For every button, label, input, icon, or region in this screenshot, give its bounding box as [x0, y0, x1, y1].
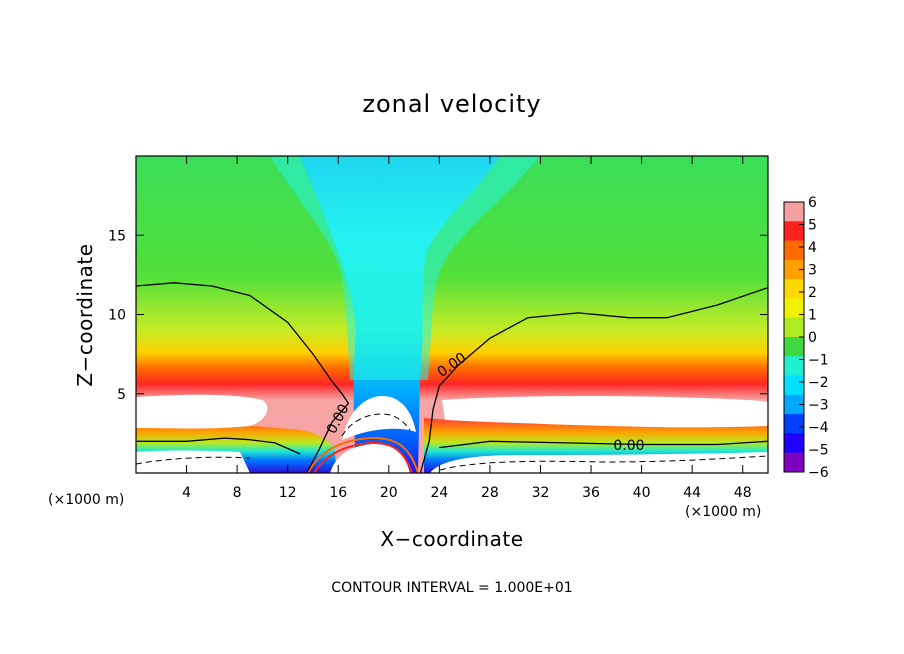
- colorbar-label: −5: [808, 443, 829, 459]
- colorbar-swatch: [784, 337, 804, 357]
- x-unit-left: (×1000 m): [48, 492, 124, 508]
- x-tick-label: 8: [233, 485, 242, 501]
- y-tick-label: 15: [108, 228, 126, 244]
- plume-halo: [270, 156, 540, 380]
- zero-contours: [136, 282, 768, 473]
- chart-title: zonal velocity: [362, 90, 541, 118]
- y-axis-label: Z−coordinate: [73, 243, 97, 386]
- colorbar-swatch: [784, 414, 804, 434]
- zero-contour-lower-right: [439, 440, 768, 449]
- colorbar-label: −3: [808, 398, 829, 414]
- colorbar-label: −6: [808, 465, 829, 481]
- negative-contour-left: [136, 456, 251, 465]
- saturated-region-bottom-right: [430, 452, 768, 473]
- colorbar-label: 4: [808, 240, 817, 256]
- x-tick-label: 32: [532, 485, 550, 501]
- contour-label: 0.00: [613, 438, 644, 454]
- colorbar-swatch: [784, 221, 804, 242]
- colorbar-swatch: [784, 394, 804, 415]
- negative-contour-right: [439, 455, 768, 471]
- zero-contour-lower-left: [136, 437, 301, 455]
- surface-arc: [307, 436, 419, 473]
- saturated-region-center: [342, 396, 416, 440]
- colorbar-swatch: [784, 375, 804, 396]
- x-tick-label: 28: [481, 485, 499, 501]
- zero-contour-upper-right: [419, 286, 768, 473]
- colorbar-swatch: [784, 240, 804, 261]
- y-axis-ticks: 5 10 15: [108, 228, 768, 403]
- saturated-region-right: [442, 395, 768, 428]
- colorbar-label: 0: [808, 330, 817, 346]
- colorbar-label: −2: [808, 375, 829, 391]
- colorbar-label: 1: [808, 308, 817, 324]
- x-axis-label: X−coordinate: [380, 527, 523, 551]
- colorbar-label: 2: [808, 285, 817, 301]
- surface-arc-inner: [313, 441, 413, 473]
- x-unit-right: (×1000 m): [685, 504, 761, 520]
- contour-interval-note: CONTOUR INTERVAL = 1.000E+01: [331, 580, 572, 596]
- x-tick-label: 20: [380, 485, 398, 501]
- colorbar-swatch: [784, 279, 804, 299]
- colorbar-label: 5: [808, 218, 817, 234]
- zero-contour-upper: [136, 282, 350, 473]
- x-tick-label: 24: [430, 485, 448, 501]
- x-tick-label: 36: [582, 485, 600, 501]
- negative-contour-center: [341, 413, 411, 437]
- saturated-region-bottom-center: [330, 444, 410, 473]
- x-tick-label: 40: [633, 485, 651, 501]
- colorbar-swatch: [784, 433, 804, 454]
- colorbar-label: −1: [808, 353, 829, 369]
- colorbar-label: 6: [808, 195, 817, 211]
- x-tick-label: 12: [279, 485, 297, 501]
- colorbar-swatch: [784, 298, 804, 319]
- saturated-region-bottom: [136, 450, 250, 473]
- x-tick-label: 44: [683, 485, 701, 501]
- y-tick-label: 5: [117, 387, 126, 403]
- x-tick-label: 48: [734, 485, 752, 501]
- colorbar-swatch: [784, 259, 804, 280]
- colorbar-label: −4: [808, 420, 829, 436]
- y-tick-label: 10: [108, 308, 126, 324]
- saturated-region-left: [136, 394, 268, 429]
- colorbar-swatch: [784, 356, 804, 377]
- x-axis-ticks: 4 8 12 16 20 24 28 32 36 40 44 48: [182, 156, 752, 501]
- x-tick-label: 16: [329, 485, 347, 501]
- colorbar-swatch: [784, 202, 804, 222]
- colorbar-swatch: [784, 452, 804, 473]
- colorbar: 6 5 4 3 2 1 0 −1 −2 −3 −4 −5 −6: [783, 195, 829, 481]
- colorbar-swatch: [784, 317, 804, 338]
- colorbar-label: 3: [808, 263, 817, 279]
- velocity-field: [136, 156, 768, 473]
- x-tick-label: 4: [182, 485, 191, 501]
